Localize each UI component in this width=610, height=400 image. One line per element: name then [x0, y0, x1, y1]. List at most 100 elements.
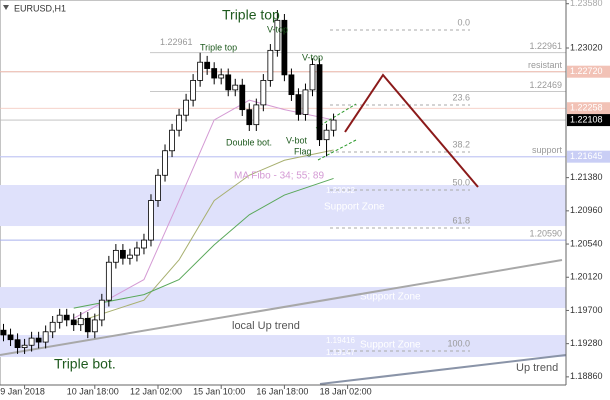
- forecast-arrow: [344, 73, 479, 188]
- x-tick-label: 16 Jan 18:00: [256, 386, 308, 396]
- title-icon: [3, 5, 9, 10]
- up-trend-line: [319, 354, 567, 385]
- background-layer: Support Zone 1.20802 Support Zone Support Z…: [0, 17, 566, 357]
- support-zone: [0, 184, 566, 227]
- candle-body: [91, 319, 98, 333]
- candle-body: [112, 249, 119, 263]
- zone-label: Support Zone: [324, 202, 385, 213]
- annotation: Double bot.: [226, 137, 272, 147]
- candle-body: [204, 61, 211, 69]
- candle-body: [49, 321, 56, 333]
- x-tick-label: 18 Jan 02:00: [320, 386, 372, 396]
- y-tick-label: 1.18860: [570, 371, 603, 381]
- annotation: Triple bot.: [54, 356, 116, 372]
- x-tick-label: 12 Jan 02:00: [130, 386, 182, 396]
- level-label: 1.22469: [529, 80, 562, 90]
- support-zone: [0, 287, 566, 308]
- candle-body: [288, 74, 295, 96]
- price-label-bg: [567, 114, 610, 127]
- candle-body: [218, 74, 225, 79]
- local-trend-line: [0, 259, 563, 356]
- price-label: 1.22108: [570, 114, 603, 124]
- candle-body: [260, 79, 267, 106]
- annotation: V-bot: [286, 135, 308, 145]
- flag-line: [315, 103, 357, 129]
- x-tick-label: 9 Jan 2018: [0, 386, 45, 396]
- candle-body: [21, 344, 28, 349]
- candle-body: [281, 19, 288, 76]
- candle-body: [274, 19, 281, 51]
- candle-body: [302, 89, 309, 115]
- candle-body: [56, 314, 63, 323]
- candle-body: [267, 49, 274, 81]
- moving-average: [73, 99, 334, 319]
- zone-label: Support Zone: [360, 340, 421, 351]
- fibo-label: 38.2: [452, 139, 470, 149]
- price-label: 1.22720: [570, 66, 603, 76]
- annotation: Triple top: [222, 7, 280, 23]
- candle-body: [239, 84, 246, 111]
- candle-body: [309, 64, 316, 91]
- candle-body: [28, 337, 35, 346]
- time-axis: [0, 385, 566, 400]
- candle-body: [63, 314, 70, 321]
- annotation: V-top: [267, 24, 288, 34]
- y-tick-label: 1.20960: [570, 205, 603, 215]
- candle-body: [119, 249, 126, 259]
- candle-body: [211, 68, 218, 79]
- y-tick-label: 1.20540: [570, 238, 603, 248]
- fibo-label: 0.0: [457, 17, 470, 27]
- moving-average: [73, 149, 334, 324]
- x-tick-label: 10 Jan 18:00: [67, 386, 119, 396]
- level-label: support: [532, 145, 563, 155]
- candle-body: [155, 174, 161, 201]
- zone-price: 1.20802: [326, 186, 355, 195]
- ma-label: MA Fibo - 34; 55; 89: [234, 171, 324, 182]
- fibo-label: 50.0: [452, 177, 470, 187]
- annotation: Up trend: [516, 362, 558, 374]
- flag-line: [317, 139, 357, 161]
- candle-body: [190, 79, 197, 101]
- annotation: Flag: [294, 146, 312, 156]
- fibo-label: 100.0: [447, 338, 470, 348]
- y-tick-label: 1.19700: [570, 305, 603, 315]
- candle-body: [225, 74, 232, 91]
- y-tick-label: 1.20120: [570, 272, 603, 282]
- candle-body: [169, 129, 175, 152]
- candle-body: [183, 99, 189, 116]
- candle-body: [330, 119, 337, 131]
- y-tick-label: 1.23580: [570, 0, 603, 8]
- candle-body: [127, 254, 133, 259]
- level-label: 1.20590: [529, 228, 562, 238]
- candle-body: [42, 331, 49, 343]
- annotation: local Up trend: [232, 320, 300, 332]
- candle-body: [105, 261, 112, 301]
- candle-body: [253, 104, 260, 126]
- fibo-label: 23.6: [452, 92, 470, 102]
- annotation: Triple top: [200, 42, 237, 52]
- level-label: 1.22961: [160, 37, 193, 47]
- price-label-bg: [567, 65, 610, 78]
- candle-body: [7, 334, 14, 341]
- candle-body: [176, 114, 182, 131]
- y-tick-label: 1.23020: [570, 42, 603, 52]
- candle-body: [134, 247, 140, 256]
- candle-body: [14, 339, 21, 349]
- candle-body: [84, 317, 91, 333]
- level-label: resistant: [528, 60, 563, 70]
- price-label: 1.21645: [570, 151, 603, 161]
- candle-body: [148, 200, 154, 241]
- moving-average: [73, 177, 334, 309]
- price-label: 1.22258: [570, 103, 603, 113]
- zone-price: 1.19147: [326, 348, 355, 357]
- candle-body: [141, 239, 147, 249]
- annotation: V-top: [302, 52, 323, 62]
- candles-layer: [0, 10, 337, 354]
- fibo-label: 61.8: [452, 215, 470, 225]
- support-zone: [0, 335, 566, 358]
- candle-body: [0, 329, 7, 336]
- candle-body: [197, 61, 204, 81]
- candle-body: [316, 64, 323, 141]
- candle-body: [295, 94, 302, 115]
